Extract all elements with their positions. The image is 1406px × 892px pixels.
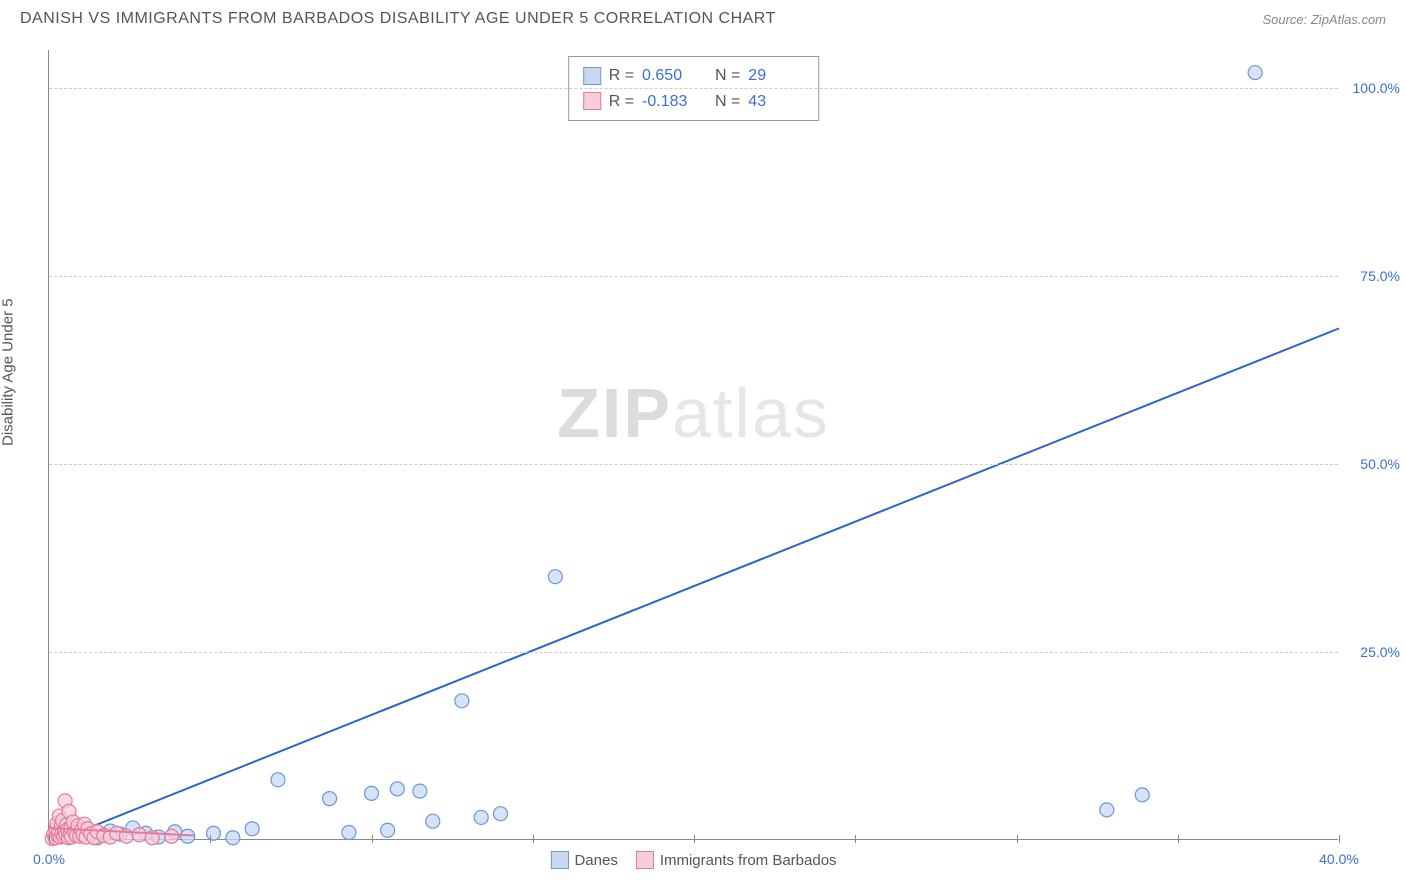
data-point [1248,66,1262,80]
legend-item: Danes [550,851,617,869]
chart-plot-area: ZIPatlas R = 0.650 N = 29R = -0.183 N = … [48,50,1338,840]
data-point [494,807,508,821]
x-tick [372,835,373,843]
data-point [474,810,488,824]
data-point [455,694,469,708]
x-tick [49,835,50,843]
legend-swatch [636,851,654,869]
x-tick [533,835,534,843]
stats-row: R = 0.650 N = 29 [583,63,805,89]
x-tick [855,835,856,843]
data-point [381,823,395,837]
data-point [226,831,240,845]
bottom-legend: Danes Immigrants from Barbados [550,851,836,869]
stat-r-value: -0.183 [642,89,698,115]
chart-title: DANISH VS IMMIGRANTS FROM BARBADOS DISAB… [20,10,776,28]
data-point [132,828,146,842]
chart-header: DANISH VS IMMIGRANTS FROM BARBADOS DISAB… [0,0,1406,36]
stat-r-value: 0.650 [642,63,698,89]
data-point [323,792,337,806]
data-point [206,826,220,840]
data-point [426,814,440,828]
y-tick-label: 75.0% [1360,268,1400,284]
y-tick-label: 100.0% [1353,80,1400,96]
data-point [165,829,179,843]
legend-swatch [550,851,568,869]
data-point [365,786,379,800]
stat-n-value: 43 [748,89,804,115]
gridline [49,464,1338,465]
legend-item: Immigrants from Barbados [636,851,837,869]
data-point [390,782,404,796]
stats-row: R = -0.183 N = 43 [583,89,805,115]
data-point [1135,788,1149,802]
stat-n-label: N = [706,63,740,89]
trendline [49,328,1339,843]
y-tick-label: 25.0% [1360,644,1400,660]
data-point [245,822,259,836]
data-point [342,825,356,839]
series-swatch [583,67,601,85]
x-tick [1178,835,1179,843]
x-tick [210,835,211,843]
data-point [413,784,427,798]
x-tick-label: 40.0% [1319,851,1359,867]
data-point [548,570,562,584]
stat-n-value: 29 [748,63,804,89]
x-tick [1017,835,1018,843]
data-point [1100,803,1114,817]
stat-r-label: R = [609,89,634,115]
gridline [49,652,1338,653]
x-tick [1339,835,1340,843]
gridline [49,88,1338,89]
legend-label: Immigrants from Barbados [660,852,837,869]
x-tick [694,835,695,843]
scatter-svg [49,50,1338,839]
chart-source: Source: ZipAtlas.com [1262,12,1386,27]
series-swatch [583,92,601,110]
data-point [271,773,285,787]
gridline [49,276,1338,277]
x-tick-label: 0.0% [33,851,65,867]
stat-r-label: R = [609,63,634,89]
legend-label: Danes [574,852,617,869]
stat-n-label: N = [706,89,740,115]
y-axis-label: Disability Age Under 5 [0,298,17,446]
y-tick-label: 50.0% [1360,456,1400,472]
